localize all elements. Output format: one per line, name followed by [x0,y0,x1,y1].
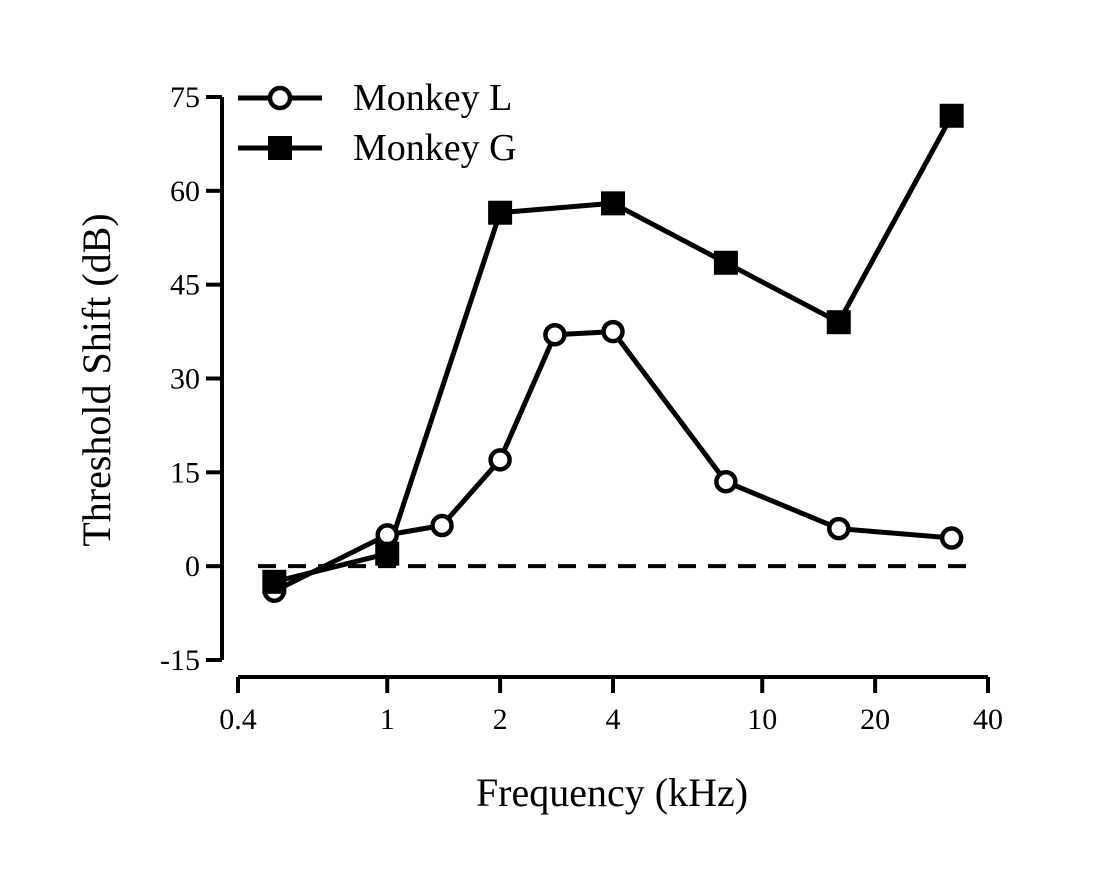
axes: -15 0 15 30 45 60 75 0.4 1 2 4 10 20 40 [160,81,1003,736]
data-point-monkey-g [262,569,287,594]
y-tick-label: -15 [160,644,200,677]
series-markers [262,103,964,603]
x-tick-label: 40 [973,703,1003,736]
legend-label-monkey-g: Monkey G [353,127,517,169]
data-point-monkey-g [601,191,625,216]
series-line-monkey-g [273,114,954,585]
x-tick-label: 10 [747,703,777,736]
series-lines [273,114,954,594]
x-tick-label: 4 [606,703,621,736]
data-point-monkey-l [827,516,851,541]
data-point-monkey-l [939,526,964,550]
y-axis-title: Threshold Shift (dB) [74,213,119,546]
data-point-monkey-l [543,322,567,347]
x-tick-label: 0.4 [219,703,257,736]
data-point-monkey-g [939,103,964,128]
data-point-monkey-l [714,469,738,494]
x-tick-label: 2 [493,703,508,736]
data-point-monkey-g [375,541,400,566]
data-point-monkey-l [375,523,399,547]
y-tick-label: 30 [170,363,200,396]
x-tick-label: 20 [860,703,890,736]
x-tick-label: 1 [380,703,395,736]
data-point-monkey-l [488,448,512,472]
y-tick-label: 60 [170,175,200,208]
y-tick-label: 45 [170,269,200,302]
x-axis-title: Frequency (kHz) [476,770,748,815]
y-tick-label: 75 [170,81,200,114]
y-tick-label: 15 [170,456,200,489]
data-point-monkey-g [713,250,738,275]
data-point-monkey-l [430,513,454,538]
y-tick-label: 0 [185,550,200,583]
legend-marker-monkey-g [268,136,292,160]
legend-label-monkey-l: Monkey L [353,77,512,119]
legend-marker-monkey-l [267,85,293,111]
data-point-monkey-g [488,200,513,225]
data-point-monkey-g [826,310,851,335]
legend: Monkey L Monkey G [238,77,517,169]
data-point-monkey-l [601,319,625,344]
